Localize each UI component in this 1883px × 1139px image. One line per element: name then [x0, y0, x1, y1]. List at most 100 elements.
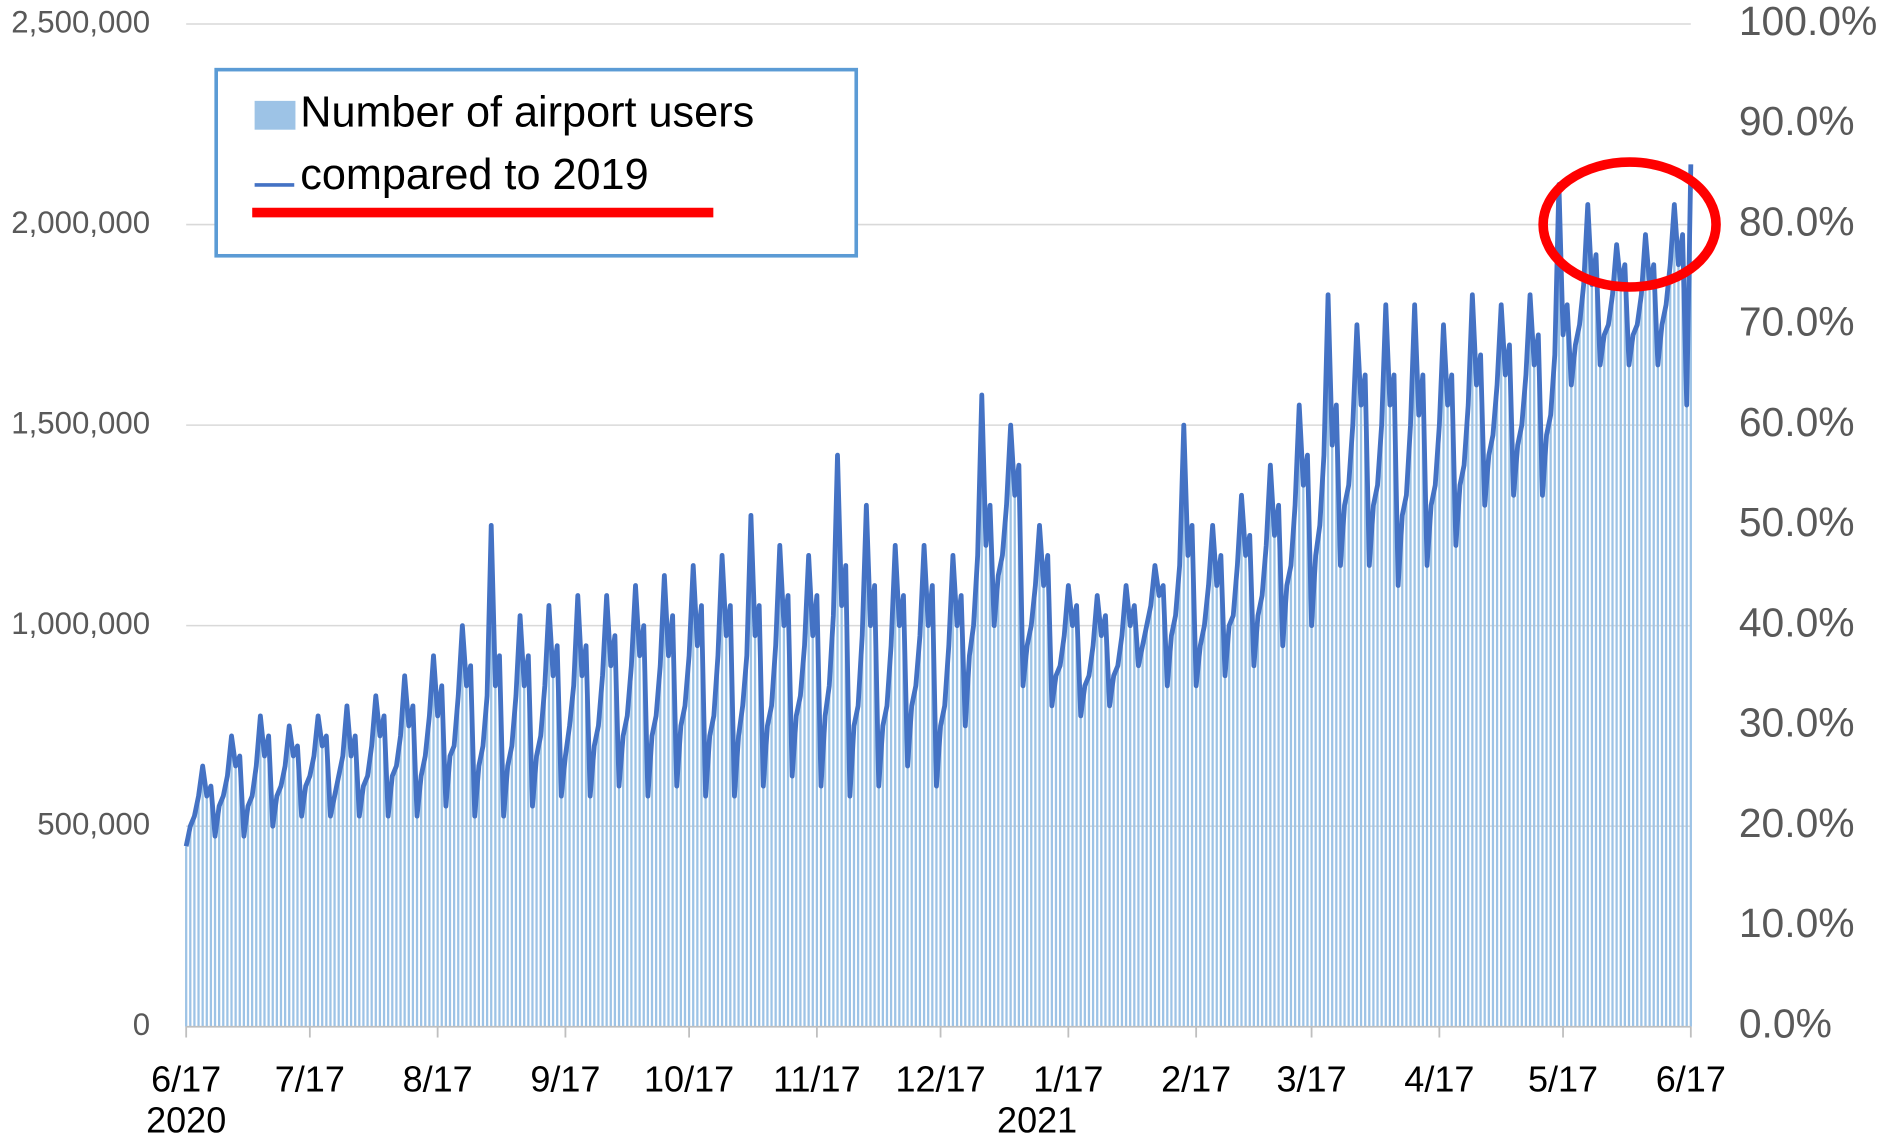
bar — [477, 766, 480, 1027]
bar — [638, 655, 641, 1027]
bar — [1413, 304, 1416, 1027]
bar — [213, 836, 217, 1027]
bar — [1232, 615, 1235, 1027]
x-tick-label: 6/17 — [1656, 1058, 1726, 1099]
bar — [885, 705, 889, 1027]
bar — [1359, 405, 1363, 1027]
bar — [1071, 625, 1074, 1027]
bar — [943, 705, 946, 1027]
bar — [1611, 294, 1614, 1027]
bar — [1269, 465, 1272, 1027]
bar — [964, 725, 967, 1027]
y2-tick-label: 90.0% — [1739, 98, 1855, 144]
bar — [630, 665, 633, 1027]
bar — [255, 766, 258, 1027]
bar — [856, 705, 860, 1027]
bar — [1166, 685, 1169, 1027]
bar — [403, 675, 406, 1027]
bar — [572, 685, 575, 1027]
bar — [1574, 344, 1577, 1027]
bar — [1438, 425, 1441, 1027]
bar — [1017, 465, 1021, 1027]
bar — [725, 635, 728, 1027]
bar — [1442, 324, 1445, 1027]
bar — [1648, 284, 1651, 1027]
bar — [918, 635, 922, 1027]
bar — [881, 725, 884, 1027]
bar — [568, 725, 571, 1027]
bar — [1599, 364, 1602, 1027]
bar — [531, 806, 534, 1027]
bar — [481, 745, 485, 1027]
bar — [679, 725, 682, 1027]
bars — [185, 164, 1692, 1027]
bar — [844, 565, 847, 1027]
y-tick-label: 500,000 — [37, 806, 150, 841]
y2-tick-label: 40.0% — [1739, 599, 1855, 645]
bar — [246, 806, 250, 1027]
bar — [1021, 685, 1025, 1027]
bar — [514, 695, 518, 1027]
bar — [275, 796, 278, 1027]
bar — [1636, 324, 1639, 1027]
line — [183, 164, 1694, 847]
bar — [1170, 635, 1173, 1027]
bar — [1335, 405, 1338, 1027]
bar — [428, 715, 431, 1027]
bar — [939, 725, 942, 1027]
bar — [271, 826, 274, 1027]
bar — [626, 715, 629, 1027]
bar — [1207, 585, 1210, 1027]
bar — [1046, 555, 1049, 1027]
bar — [1586, 204, 1589, 1027]
bar — [316, 715, 320, 1027]
bar — [1355, 324, 1359, 1027]
bar — [1524, 374, 1528, 1027]
bar — [1034, 585, 1037, 1027]
bar — [712, 715, 715, 1027]
bar — [382, 715, 386, 1027]
bar — [753, 635, 757, 1027]
bar — [1005, 505, 1008, 1027]
bar — [1157, 595, 1161, 1027]
bar — [1557, 184, 1561, 1027]
bar — [988, 505, 992, 1027]
bar — [506, 766, 509, 1027]
bar — [1594, 254, 1598, 1027]
bar — [828, 685, 831, 1027]
bar — [1475, 384, 1478, 1027]
bar — [1318, 525, 1321, 1027]
bar — [415, 816, 419, 1027]
bar — [1240, 495, 1243, 1027]
bar — [1256, 615, 1260, 1027]
bar — [955, 625, 959, 1027]
bar — [650, 735, 654, 1027]
bar — [1293, 505, 1297, 1027]
bar — [407, 725, 410, 1027]
bar — [1265, 545, 1268, 1027]
bar — [1244, 555, 1247, 1027]
bar — [1133, 605, 1136, 1027]
bar — [1025, 645, 1029, 1027]
bar — [288, 725, 291, 1027]
bar — [1339, 565, 1342, 1027]
bar — [1582, 284, 1585, 1027]
bar — [1467, 405, 1470, 1027]
bar — [1298, 405, 1301, 1027]
bar — [1603, 334, 1606, 1027]
bar — [1042, 585, 1045, 1027]
x-tick-label: 11/17 — [773, 1058, 860, 1099]
bar — [980, 395, 983, 1027]
bar — [708, 735, 711, 1027]
bar — [551, 675, 555, 1027]
bar — [1285, 585, 1288, 1027]
bar — [778, 545, 781, 1027]
bar — [535, 755, 538, 1027]
bar — [510, 745, 513, 1027]
bar — [1277, 505, 1280, 1027]
bar — [230, 735, 233, 1027]
bar — [1615, 244, 1618, 1027]
bar — [580, 675, 584, 1027]
bar — [312, 755, 316, 1027]
bar — [564, 755, 567, 1027]
